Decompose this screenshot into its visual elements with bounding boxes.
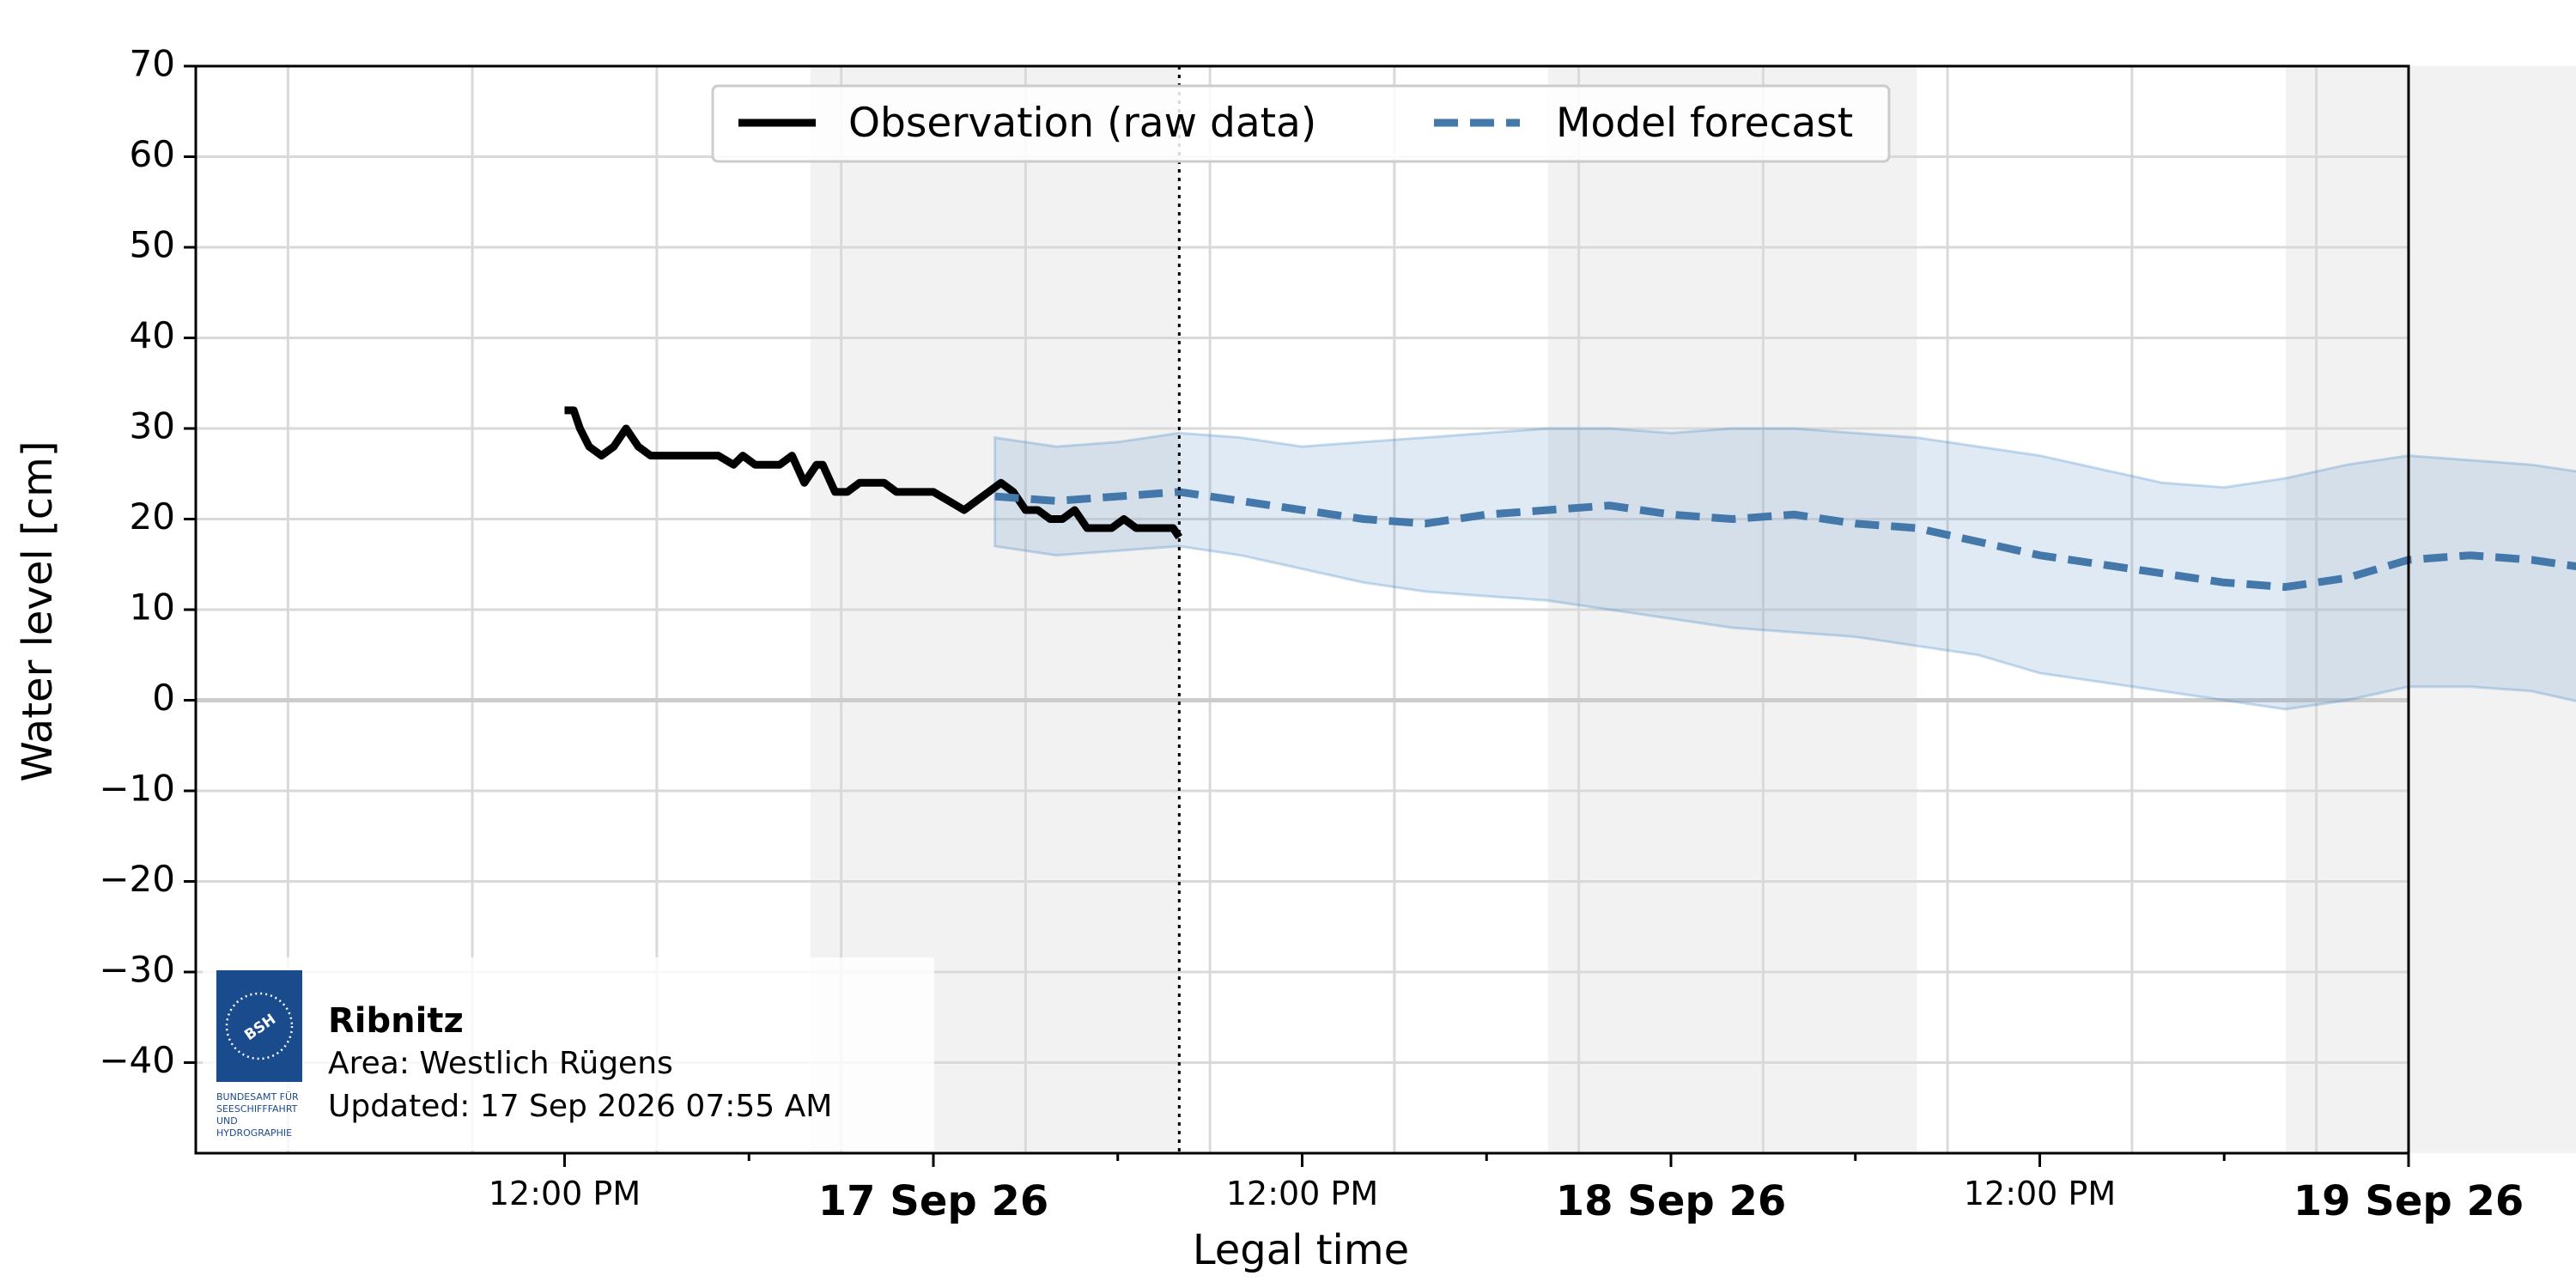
x-tick-label: 19 Sep 26 — [2293, 1177, 2524, 1225]
y-tick-label: 60 — [130, 133, 175, 175]
bsh-logo: BSH BUNDESAMT FÜR SEESCHIFFFAHRT UND HYD… — [216, 970, 302, 1139]
forecast-line — [994, 488, 2576, 592]
y-axis-label: Water level [cm] — [14, 440, 62, 781]
bsh-logo-line-1: BUNDESAMT FÜR — [216, 1091, 299, 1103]
x-tick-label: 12:00 PM — [1964, 1175, 2116, 1212]
y-tick-label: 20 — [130, 495, 175, 538]
y-tick-label: 50 — [130, 224, 175, 266]
legend-box — [711, 84, 1891, 163]
x-tick-label: 18 Sep 26 — [1556, 1177, 1787, 1225]
legend: Observation (raw data) Model forecast — [711, 84, 1891, 163]
bsh-logo-line-2: SEESCHIFFFAHRT — [216, 1103, 298, 1115]
observation-line — [564, 406, 1183, 540]
y-tick-label: −30 — [99, 949, 175, 991]
y-tick-label: −10 — [99, 768, 175, 810]
info-box-background — [203, 957, 934, 1151]
y-tick-label: 0 — [152, 677, 175, 719]
legend-observation-label: Observation (raw data) — [848, 100, 1316, 147]
bsh-logo-line-4: HYDROGRAPHIE — [216, 1127, 292, 1139]
x-axis-label: Legal time — [1193, 1226, 1409, 1274]
update-time: Updated: 17 Sep 2026 07:55 AM — [328, 1089, 832, 1124]
y-axis-ticks: 70 60 50 40 30 20 10 0 −10 −20 −30 −40 — [99, 43, 196, 1081]
legend-forecast-label: Model forecast — [1556, 100, 1853, 147]
station-area: Area: Westlich Rügens — [328, 1046, 673, 1081]
x-tick-label: 12:00 PM — [489, 1175, 641, 1212]
station-name: Ribnitz — [328, 1001, 464, 1041]
bsh-logo-square — [216, 970, 302, 1082]
x-tick-label: 17 Sep 26 — [818, 1177, 1049, 1225]
bsh-logo-line-3: UND — [216, 1115, 238, 1127]
y-tick-label: 40 — [130, 314, 175, 356]
x-tick-label: 12:00 PM — [1226, 1175, 1378, 1212]
bsh-logo-circle-icon — [225, 992, 294, 1060]
x-axis-ticks: 12:00 PM 17 Sep 26 12:00 PM 18 Sep 26 12:00 … — [489, 1153, 2524, 1225]
station-info-box: BSH BUNDESAMT FÜR SEESCHIFFFAHRT UND HYD… — [203, 957, 934, 1151]
y-tick-label: 70 — [130, 43, 175, 85]
y-tick-label: −40 — [99, 1039, 175, 1081]
y-tick-label: −20 — [99, 858, 175, 900]
forecast-uncertainty-band — [993, 427, 2576, 711]
y-tick-label: 10 — [130, 586, 175, 629]
y-tick-label: 30 — [130, 405, 175, 447]
